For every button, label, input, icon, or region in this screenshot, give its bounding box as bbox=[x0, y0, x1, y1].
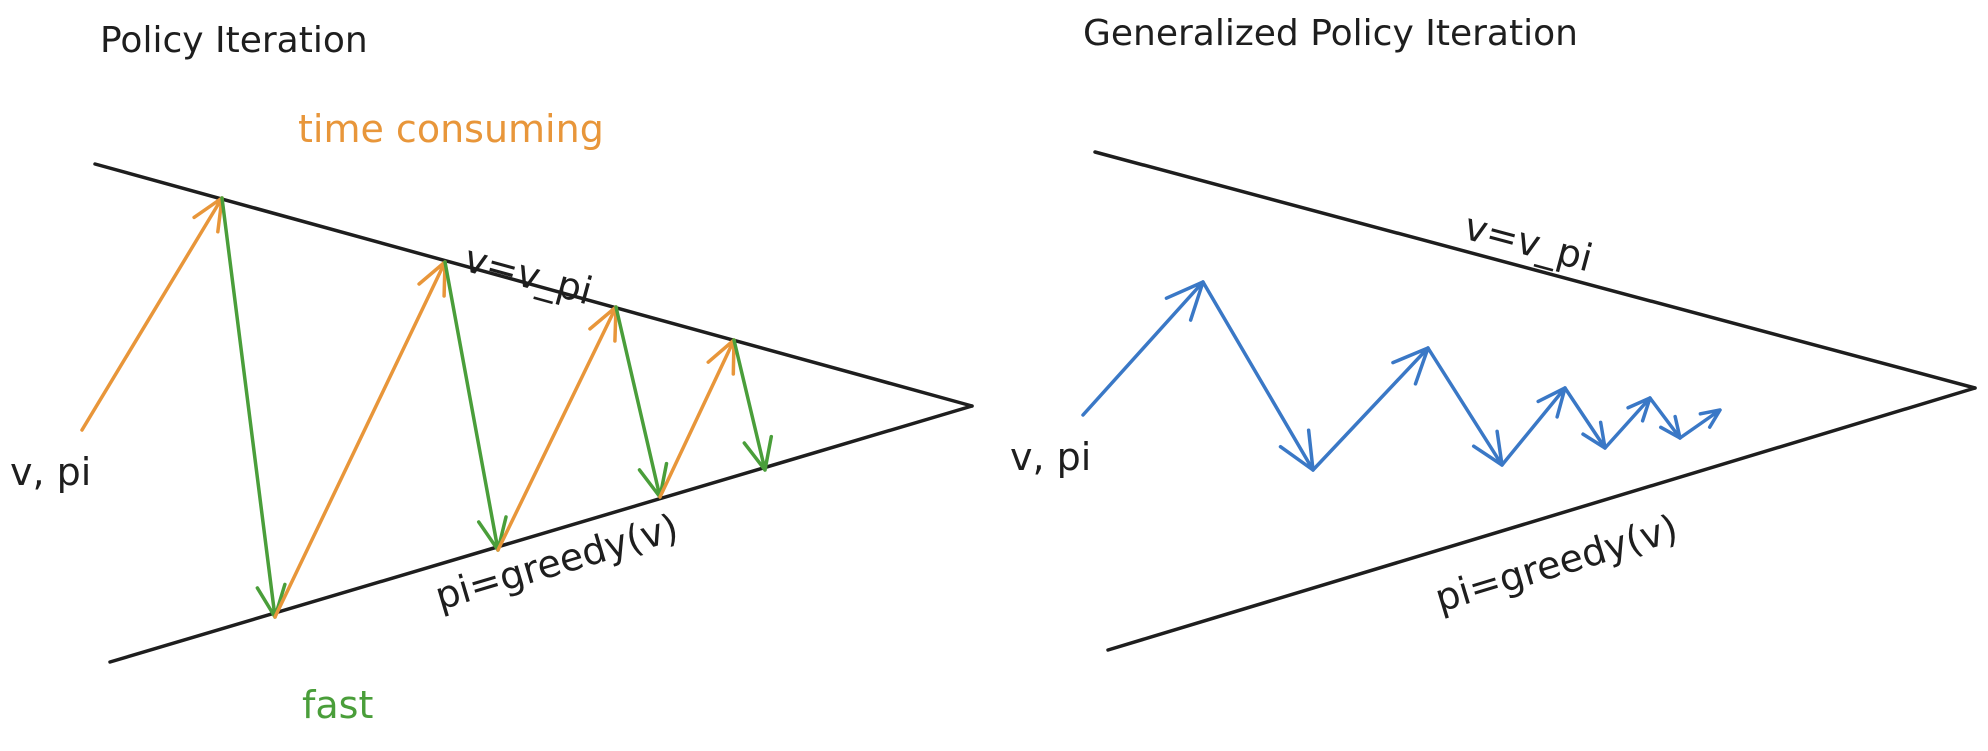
greedy-line-lower bbox=[108, 404, 974, 664]
gpi-value-line-upper bbox=[1093, 150, 1977, 390]
gpi-step-arrow bbox=[1500, 386, 1567, 467]
improvement-arrow bbox=[732, 338, 774, 472]
improvement-arrow bbox=[220, 196, 287, 619]
evaluation-arrow bbox=[658, 338, 736, 499]
evaluation-arrow bbox=[273, 260, 447, 619]
gpi-step-arrow bbox=[1678, 408, 1722, 440]
left-arrow-sequence bbox=[80, 196, 774, 619]
fast-note: fast bbox=[302, 683, 373, 727]
gpi-step-arrow bbox=[1201, 280, 1315, 472]
gpi-step-arrow bbox=[1426, 346, 1504, 467]
gpi-lower-line-label: pi=greedy(v) bbox=[1430, 506, 1683, 621]
gpi-step-arrow bbox=[1563, 386, 1607, 450]
gpi-start-label: v, pi bbox=[1010, 435, 1091, 479]
gpi-greedy-line-lower bbox=[1106, 386, 1977, 652]
policy-iteration-title: Policy Iteration bbox=[100, 20, 368, 61]
lower-line-label: pi=greedy(v) bbox=[430, 505, 683, 618]
evaluation-arrow bbox=[80, 196, 224, 432]
gpi-arrow-sequence bbox=[1081, 280, 1722, 472]
evaluation-arrow bbox=[496, 305, 618, 552]
generalized-policy-iteration-panel: Generalized Policy Iteration v=v_pi pi=g… bbox=[1010, 13, 1977, 652]
improvement-arrow bbox=[614, 305, 669, 499]
improvement-arrow bbox=[443, 260, 508, 552]
start-label: v, pi bbox=[10, 450, 91, 494]
policy-iteration-panel: Policy Iteration time consuming v=v_pi p… bbox=[10, 20, 974, 727]
gpi-step-arrow bbox=[1081, 280, 1205, 417]
gpi-step-arrow bbox=[1311, 346, 1430, 472]
gpi-title: Generalized Policy Iteration bbox=[1083, 13, 1578, 54]
gpi-step-arrow bbox=[1648, 396, 1682, 440]
gpi-step-arrow bbox=[1603, 396, 1652, 450]
value-line-upper bbox=[93, 162, 974, 408]
time-consuming-note: time consuming bbox=[298, 107, 604, 151]
upper-line-label: v=v_pi bbox=[460, 236, 597, 313]
